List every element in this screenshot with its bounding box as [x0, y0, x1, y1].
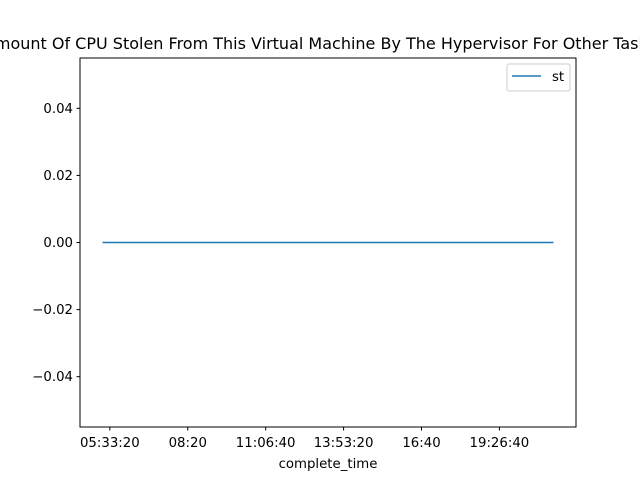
y-tick-label: 0.04	[43, 102, 73, 117]
y-tick-label: −0.04	[32, 370, 73, 385]
legend-label-st: st	[552, 70, 564, 85]
x-axis: 05:33:20 08:20 11:06:40 13:53:20 16:40 19:26:…	[80, 427, 529, 451]
x-tick-label: 13:53:20	[314, 436, 374, 451]
x-tick-label: 11:06:40	[236, 436, 296, 451]
x-tick-label: 16:40	[402, 436, 440, 451]
y-axis: 0.04 0.02 0.00 −0.02 −0.04	[32, 102, 80, 385]
plot-area	[79, 57, 577, 428]
x-tick-label: 08:20	[169, 436, 207, 451]
x-tick-label: 19:26:40	[470, 436, 530, 451]
y-tick-label: 0.02	[43, 169, 73, 184]
chart-title: Amount Of CPU Stolen From This Virtual M…	[0, 34, 640, 53]
y-tick-label: 0.00	[43, 236, 73, 251]
x-axis-label: complete_time	[279, 457, 378, 472]
x-tick-label: 05:33:20	[80, 436, 140, 451]
legend: st	[506, 63, 571, 92]
y-tick-label: −0.02	[32, 303, 73, 318]
legend-box	[506, 63, 571, 92]
